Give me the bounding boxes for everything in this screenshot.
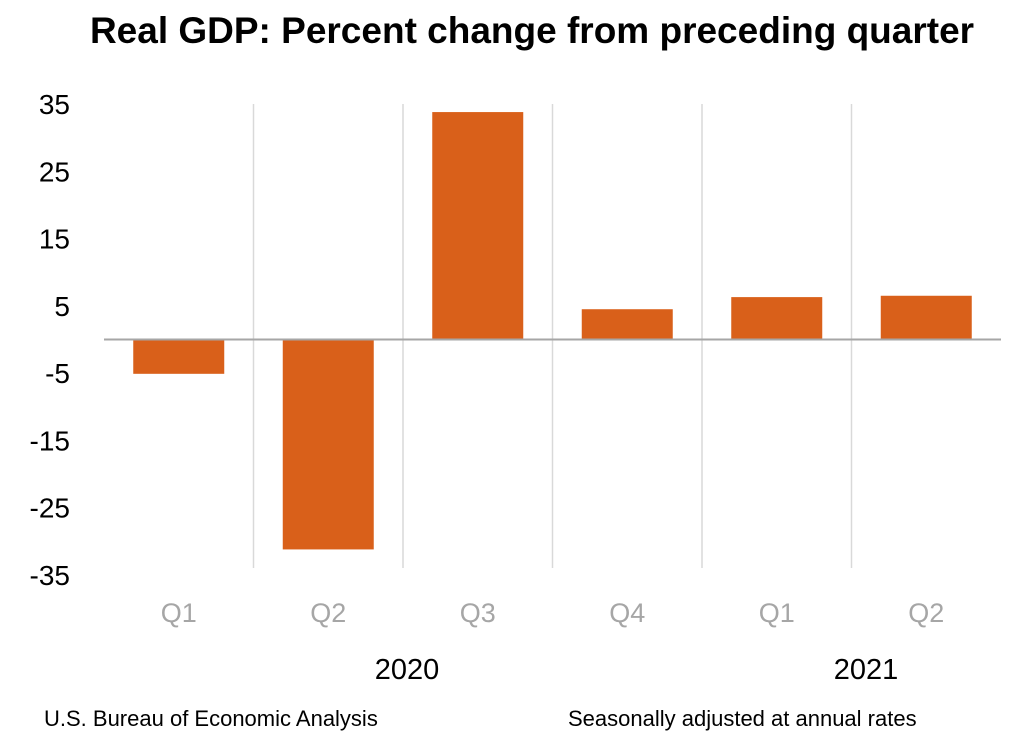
x-tick-label: Q1 [759, 598, 795, 628]
bar [282, 339, 374, 550]
y-tick-label: -25 [30, 493, 70, 524]
bar [133, 339, 225, 374]
seasonal-adjustment-note: Seasonally adjusted at annual rates [568, 706, 917, 731]
y-tick-label: 35 [39, 89, 70, 120]
x-tick-label: Q4 [609, 598, 645, 628]
year-group-label: 2021 [834, 654, 899, 686]
x-tick-label: Q1 [161, 598, 197, 628]
chart-title: Real GDP: Percent change from preceding … [89, 10, 975, 51]
source-note: U.S. Bureau of Economic Analysis [44, 706, 378, 731]
y-tick-label: 5 [54, 291, 70, 322]
y-tick-label: 15 [39, 224, 70, 255]
x-tick-label: Q3 [460, 598, 496, 628]
bar [581, 309, 673, 340]
bar [432, 112, 524, 340]
bar [880, 295, 972, 340]
y-tick-label: -15 [30, 425, 70, 456]
x-tick-label: Q2 [310, 598, 346, 628]
y-tick-label: -5 [45, 358, 70, 389]
y-tick-label: -35 [30, 560, 70, 591]
bar [731, 297, 823, 340]
year-group-label: 2020 [375, 654, 440, 686]
x-tick-label: Q2 [908, 598, 944, 628]
y-tick-label: 25 [39, 156, 70, 187]
